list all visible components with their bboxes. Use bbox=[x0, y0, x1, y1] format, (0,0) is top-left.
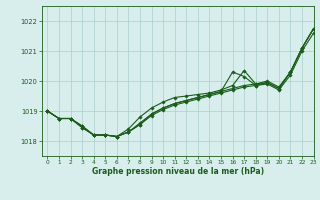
X-axis label: Graphe pression niveau de la mer (hPa): Graphe pression niveau de la mer (hPa) bbox=[92, 167, 264, 176]
